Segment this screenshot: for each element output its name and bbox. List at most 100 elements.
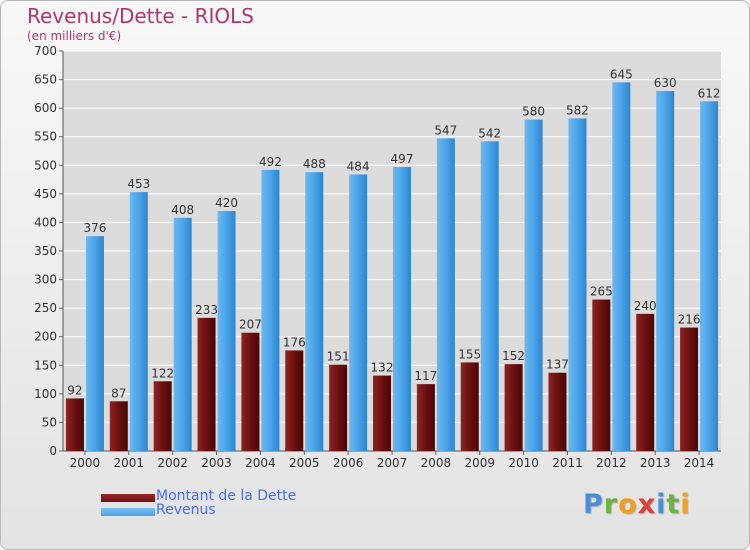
- logo-letter: t: [666, 489, 681, 520]
- x-tick-label: 2007: [377, 456, 408, 470]
- data-label-dette: 155: [458, 347, 481, 361]
- bar-revenus: [261, 169, 280, 451]
- bar-revenus: [480, 141, 499, 452]
- proxiti-logo: Proxiti: [583, 489, 691, 520]
- bar-dette: [285, 350, 304, 451]
- x-tick-label: 2005: [289, 456, 320, 470]
- logo-letter: o: [618, 489, 638, 520]
- bar-revenus: [129, 192, 148, 451]
- legend-swatch-dette: [101, 494, 155, 502]
- data-label-dette: 152: [502, 349, 525, 363]
- y-tick-label: 350: [34, 244, 57, 258]
- y-tick-label: 0: [49, 444, 57, 458]
- data-label-dette: 92: [67, 383, 82, 397]
- y-tick-label: 500: [34, 158, 57, 172]
- bar-revenus: [436, 138, 455, 451]
- data-label-dette: 233: [195, 303, 218, 317]
- x-tick-label: 2001: [114, 456, 145, 470]
- data-label-revenus: 612: [698, 86, 721, 100]
- data-label-revenus: 408: [171, 203, 194, 217]
- data-label-dette: 265: [590, 285, 613, 299]
- data-label-revenus: 488: [303, 157, 326, 171]
- legend-label-dette: Montant de la Dette: [156, 488, 297, 504]
- data-label-revenus: 497: [391, 152, 414, 166]
- data-label-dette: 117: [414, 369, 437, 383]
- x-tick-label: 2006: [333, 456, 364, 470]
- y-tick-label: 250: [34, 301, 57, 315]
- x-tick-label: 2009: [464, 456, 495, 470]
- x-tick-label: 2002: [157, 456, 188, 470]
- x-tick-label: 2014: [684, 456, 715, 470]
- bar-revenus: [524, 119, 543, 452]
- y-tick-label: 650: [34, 73, 57, 87]
- data-label-dette: 132: [371, 361, 394, 375]
- data-label-revenus: 542: [478, 126, 501, 140]
- x-tick-label: 2008: [421, 456, 452, 470]
- data-label-revenus: 484: [347, 159, 370, 173]
- data-label-revenus: 580: [522, 105, 545, 119]
- bar-revenus: [656, 91, 675, 451]
- logo-letter: r: [603, 489, 619, 520]
- legend-swatch-revenus: [101, 508, 155, 516]
- bar-revenus: [568, 118, 587, 451]
- data-label-dette: 216: [678, 313, 701, 327]
- data-label-revenus: 547: [434, 123, 457, 137]
- y-tick-label: 700: [34, 44, 57, 58]
- data-label-dette: 176: [283, 335, 306, 349]
- chart-title: Revenus/Dette - RIOLS: [27, 4, 254, 28]
- y-tick-label: 550: [34, 130, 57, 144]
- y-tick-label: 400: [34, 215, 57, 229]
- data-label-dette: 122: [151, 366, 174, 380]
- bar-dette: [153, 381, 172, 451]
- data-label-revenus: 453: [127, 177, 150, 191]
- data-label-dette: 137: [546, 358, 569, 372]
- x-tick-label: 2013: [640, 456, 671, 470]
- x-tick-label: 2012: [596, 456, 627, 470]
- bar-revenus: [173, 217, 192, 451]
- bar-revenus: [305, 172, 324, 451]
- data-label-revenus: 492: [259, 155, 282, 169]
- bar-dette: [416, 384, 435, 451]
- bar-dette: [241, 332, 260, 451]
- bar-dette: [636, 313, 655, 451]
- bar-revenus: [612, 82, 631, 451]
- bar-revenus: [393, 167, 411, 451]
- data-label-revenus: 376: [83, 221, 106, 235]
- y-tick-label: 300: [34, 273, 57, 287]
- logo-letter: x: [637, 489, 657, 520]
- data-label-revenus: 582: [566, 103, 589, 117]
- data-label-revenus: 645: [610, 67, 633, 81]
- legend-label-revenus: Revenus: [156, 502, 216, 518]
- bar-revenus: [700, 101, 719, 452]
- y-tick-label: 200: [34, 330, 57, 344]
- logo-letter: P: [583, 489, 604, 520]
- chart-subtitle: (en milliers d'€): [27, 29, 122, 43]
- bar-revenus: [217, 211, 236, 451]
- bar-dette: [680, 327, 699, 451]
- bar-dette: [548, 372, 567, 451]
- bar-dette: [109, 401, 128, 451]
- y-tick-label: 450: [34, 187, 57, 201]
- bar-dette: [197, 317, 216, 451]
- logo-letter: i: [656, 489, 667, 520]
- data-label-dette: 151: [327, 350, 350, 364]
- data-label-revenus: 420: [215, 196, 238, 210]
- data-label-revenus: 630: [654, 76, 677, 90]
- y-tick-label: 600: [34, 101, 57, 115]
- data-label-dette: 240: [634, 299, 657, 313]
- bar-dette: [373, 375, 391, 451]
- x-tick-label: 2010: [508, 456, 539, 470]
- x-tick-label: 2004: [245, 456, 276, 470]
- x-tick-label: 2011: [552, 456, 583, 470]
- y-tick-label: 50: [42, 415, 57, 429]
- bar-revenus: [349, 174, 368, 451]
- x-tick-label: 2003: [201, 456, 232, 470]
- x-tick-label: 2000: [70, 456, 101, 470]
- data-label-dette: 207: [239, 318, 262, 332]
- bar-dette: [460, 362, 479, 451]
- y-tick-label: 150: [34, 358, 57, 372]
- data-label-dette: 87: [111, 386, 126, 400]
- y-tick-label: 100: [34, 387, 57, 401]
